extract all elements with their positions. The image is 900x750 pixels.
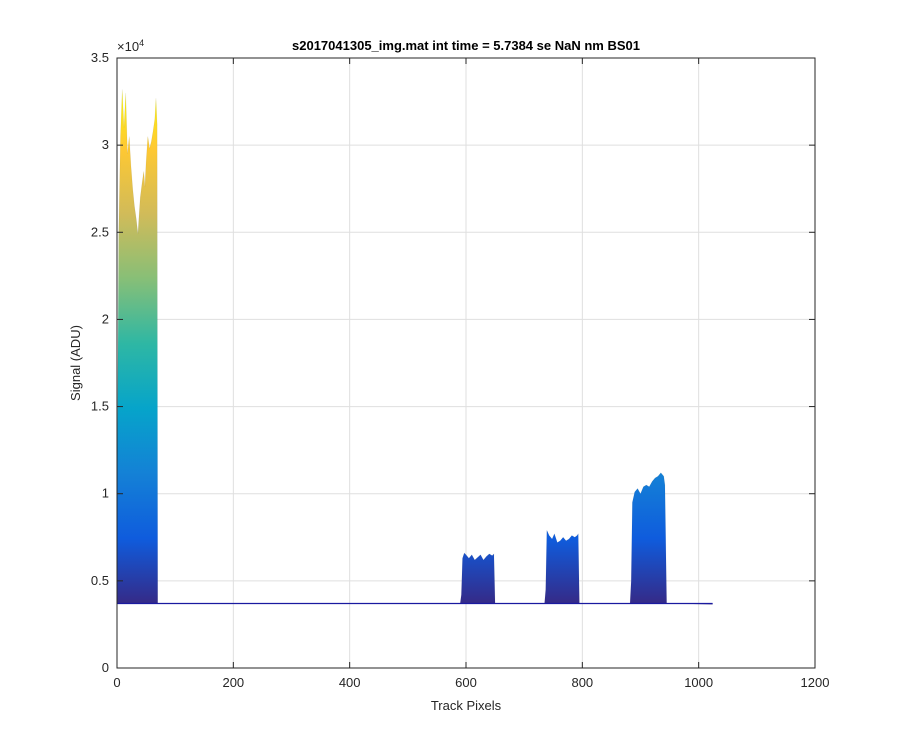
x-tick-label: 0: [113, 675, 120, 690]
x-axis-label: Track Pixels: [431, 698, 502, 713]
y-tick-label: 2.5: [91, 224, 109, 239]
x-tick-label: 1200: [801, 675, 830, 690]
axes: [116, 57, 816, 669]
signal-area-1: [157, 472, 713, 605]
y-tick-label: 1.5: [91, 399, 109, 414]
y-tick-label: 0.5: [91, 573, 109, 588]
y-exponent-label: ×104: [117, 38, 144, 54]
signal-area-0: [117, 89, 158, 604]
y-tick-label: 2: [102, 311, 109, 326]
y-axis-label: Signal (ADU): [68, 325, 83, 401]
chart-title: s2017041305_img.mat int time = 5.7384 se…: [292, 38, 640, 53]
y-tick-label: 3.5: [91, 50, 109, 65]
x-tick-label: 800: [571, 675, 593, 690]
x-tick-label: 200: [222, 675, 244, 690]
tick-labels: 0 200 400 600 800 1000 1200 0 0.5 1 1.5 2 2.5 3 3.5: [91, 50, 830, 690]
signal-edge-0: [116, 89, 159, 604]
y-tick-label: 1: [102, 486, 109, 501]
y-tick-label: 3: [102, 137, 109, 152]
x-tick-label: 600: [455, 675, 477, 690]
y-tick-label: 0: [102, 660, 109, 675]
signal-edge-1: [157, 472, 713, 605]
grid: [117, 58, 815, 668]
x-tick-label: 1000: [684, 675, 713, 690]
data-area: [116, 89, 713, 605]
x-tick-label: 400: [339, 675, 361, 690]
